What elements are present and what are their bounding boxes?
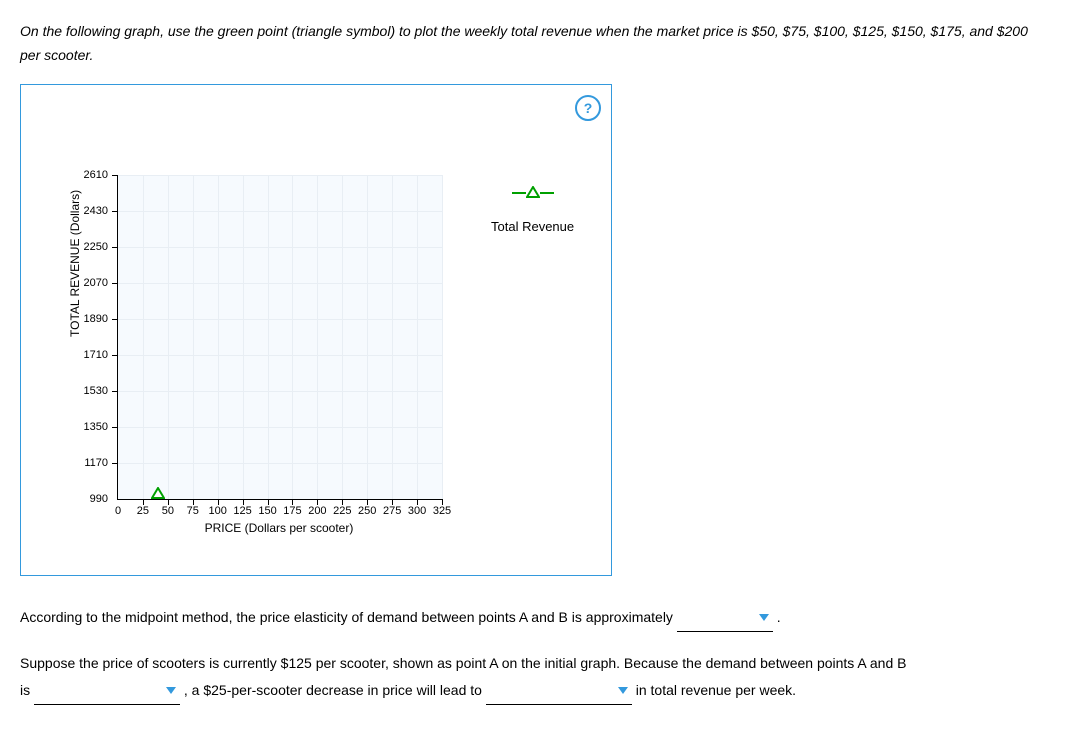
q2-line1: Suppose the price of scooters is current… (20, 655, 906, 671)
plot-area[interactable]: 0255075100125150175200225250275300325990… (117, 175, 442, 500)
x-tick-label: 75 (187, 505, 199, 517)
x-tick-label: 200 (308, 505, 326, 517)
y-tick (112, 463, 118, 464)
y-tick-label: 1530 (84, 385, 108, 397)
y-tick (112, 211, 118, 212)
grid-line-vertical (317, 175, 318, 499)
instructions-text: On the following graph, use the green po… (20, 20, 1048, 68)
grid-line-horizontal (118, 283, 442, 284)
caret-down-icon (758, 604, 770, 631)
caret-down-icon (165, 677, 177, 704)
legend-stick-left (512, 192, 526, 194)
y-tick-label: 1890 (84, 313, 108, 325)
grid-line-vertical (367, 175, 368, 499)
grid-line-horizontal (118, 175, 442, 176)
y-tick (112, 391, 118, 392)
demand-type-dropdown[interactable] (34, 685, 180, 705)
legend: Total Revenue (491, 185, 574, 234)
x-axis-label: PRICE (Dollars per scooter) (117, 521, 441, 535)
x-tick-label: 250 (358, 505, 376, 517)
y-tick (112, 427, 118, 428)
grid-line-horizontal (118, 211, 442, 212)
y-tick-label: 1350 (84, 421, 108, 433)
chart-panel: ? TOTAL REVENUE (Dollars) 02550751001251… (20, 84, 612, 576)
q1-prefix: According to the midpoint method, the pr… (20, 609, 673, 625)
y-tick-label: 2250 (84, 241, 108, 253)
x-tick-label: 100 (209, 505, 227, 517)
legend-label: Total Revenue (491, 219, 574, 234)
grid-line-vertical (417, 175, 418, 499)
help-icon[interactable]: ? (575, 95, 601, 121)
y-tick-label: 1710 (84, 349, 108, 361)
q2-is: is (20, 682, 30, 698)
y-tick-label: 1170 (84, 457, 108, 469)
y-tick-label: 2610 (84, 169, 108, 181)
grid-line-vertical (243, 175, 244, 499)
q2-mid: , a $25-per-scooter decrease in price wi… (184, 682, 482, 698)
q2-tail: in total revenue per week. (636, 682, 796, 698)
y-tick (112, 175, 118, 176)
y-tick-label: 2070 (84, 277, 108, 289)
grid-line-vertical (442, 175, 443, 499)
grid-line-vertical (268, 175, 269, 499)
x-tick-label: 275 (383, 505, 401, 517)
grid-line-horizontal (118, 391, 442, 392)
grid-line-vertical (193, 175, 194, 499)
grid-line-vertical (168, 175, 169, 499)
x-tick-label: 25 (137, 505, 149, 517)
y-tick (112, 283, 118, 284)
grid-line-horizontal (118, 247, 442, 248)
plotted-point[interactable] (151, 486, 165, 502)
grid-line-horizontal (118, 319, 442, 320)
triangle-icon (526, 185, 540, 201)
grid-line-vertical (218, 175, 219, 499)
question-block: According to the midpoint method, the pr… (20, 604, 1048, 706)
x-tick-label: 225 (333, 505, 351, 517)
y-tick (112, 319, 118, 320)
grid-line-vertical (392, 175, 393, 499)
x-tick-label: 150 (258, 505, 276, 517)
grid-line-vertical (143, 175, 144, 499)
y-tick-label: 990 (90, 493, 108, 505)
x-tick-label: 0 (115, 505, 121, 517)
x-tick-label: 325 (433, 505, 451, 517)
period: . (777, 609, 781, 625)
grid-line-horizontal (118, 427, 442, 428)
legend-stick-right (540, 192, 554, 194)
grid-line-vertical (342, 175, 343, 499)
y-tick (112, 247, 118, 248)
caret-down-icon (617, 677, 629, 704)
x-tick-label: 125 (233, 505, 251, 517)
x-tick-label: 50 (162, 505, 174, 517)
grid-line-horizontal (118, 463, 442, 464)
legend-marker[interactable] (491, 185, 574, 201)
revenue-change-dropdown[interactable] (486, 685, 632, 705)
elasticity-dropdown[interactable] (677, 612, 773, 632)
y-tick-label: 2430 (84, 205, 108, 217)
chart-area: TOTAL REVENUE (Dollars) 0255075100125150… (81, 175, 441, 515)
grid-line-vertical (292, 175, 293, 499)
x-tick-label: 300 (408, 505, 426, 517)
x-tick-label: 175 (283, 505, 301, 517)
grid-line-horizontal (118, 355, 442, 356)
y-tick (112, 355, 118, 356)
y-axis-label: TOTAL REVENUE (Dollars) (68, 189, 82, 336)
